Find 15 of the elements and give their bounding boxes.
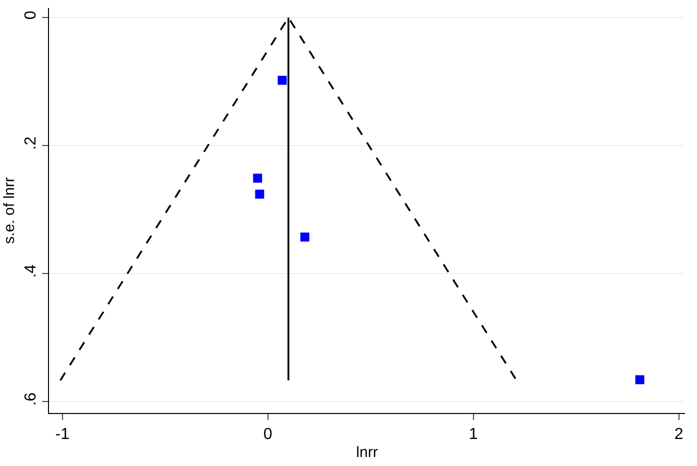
point: [255, 190, 264, 199]
x-tick-label: 0: [263, 426, 272, 444]
y-tick-label: .4: [22, 264, 40, 278]
x-tick-label: 2: [674, 426, 684, 444]
y-axis-title: s.e. of lnrr: [0, 177, 18, 244]
point: [278, 76, 287, 85]
point: [253, 174, 262, 183]
x-tick-label: 1: [468, 426, 478, 444]
y-tick-label: 0: [22, 10, 40, 20]
x-axis-title: lnrr: [356, 444, 378, 462]
point: [300, 232, 310, 242]
y-tick-label: .6: [22, 392, 40, 406]
x-tick-label: -1: [55, 426, 70, 444]
y-tick-label: .2: [22, 136, 40, 150]
point: [635, 375, 644, 384]
